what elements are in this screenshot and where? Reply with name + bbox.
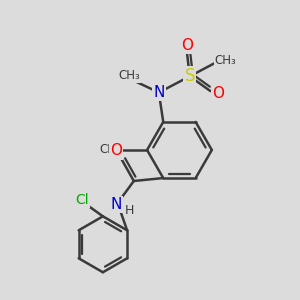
Text: O: O — [110, 143, 122, 158]
Text: CH₃: CH₃ — [99, 143, 121, 157]
Text: Cl: Cl — [76, 193, 89, 207]
Text: O: O — [212, 86, 224, 101]
Text: H: H — [125, 204, 134, 217]
Text: N: N — [110, 197, 122, 212]
Text: O: O — [181, 38, 193, 53]
Text: CH₃: CH₃ — [118, 69, 140, 82]
Text: CH₃: CH₃ — [214, 54, 236, 67]
Text: N: N — [153, 85, 164, 100]
Text: S: S — [184, 67, 195, 85]
